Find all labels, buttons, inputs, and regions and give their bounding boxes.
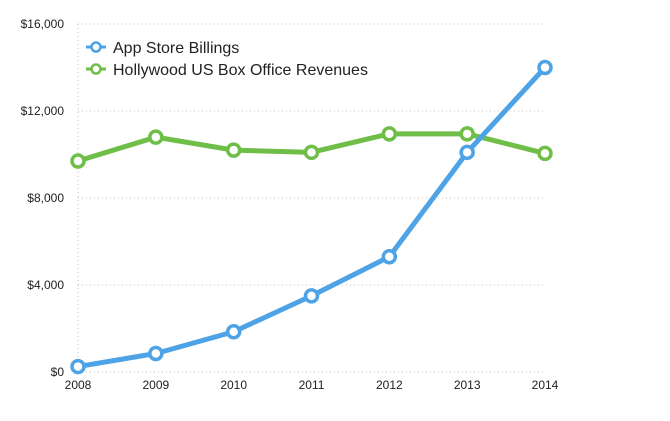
- x-axis-tick-labels: 2008 2009 2010 2011 2012 2013 2014: [65, 378, 559, 392]
- data-point: [381, 248, 398, 265]
- x-tick-label: 2009: [142, 378, 169, 392]
- data-point: [70, 153, 86, 169]
- legend-label: Hollywood US Box Office Revenues: [113, 62, 368, 79]
- y-tick-label: $8,000: [27, 191, 64, 205]
- legend-label: App Store Billings: [113, 40, 239, 57]
- data-point: [537, 59, 553, 76]
- data-point: [303, 144, 320, 161]
- legend-swatch-marker: [90, 41, 102, 53]
- x-tick-label: 2012: [376, 378, 403, 392]
- data-point: [225, 142, 242, 158]
- legend-swatch-marker: [90, 63, 102, 75]
- x-tick-label: 2011: [299, 378, 325, 392]
- data-point: [459, 144, 475, 161]
- x-tick-label: 2010: [220, 378, 247, 392]
- series-lines: [70, 59, 553, 375]
- y-tick-label: $16,000: [21, 17, 65, 31]
- legend: App Store Billings Hollywood US Box Offic…: [86, 40, 368, 79]
- y-tick-label: $4,000: [27, 278, 64, 292]
- y-tick-label: $12,000: [21, 104, 65, 118]
- y-axis-tick-labels: $0 $4,000 $8,000 $12,000 $16,000: [21, 17, 65, 379]
- x-tick-label: 2008: [65, 378, 92, 392]
- data-point: [70, 358, 86, 375]
- data-point: [537, 145, 553, 162]
- data-point: [381, 126, 398, 142]
- series-line: [75, 65, 548, 370]
- x-tick-label: 2014: [532, 378, 559, 392]
- data-point: [148, 129, 164, 145]
- data-point: [225, 324, 242, 340]
- data-point: [303, 288, 320, 304]
- data-point: [148, 345, 164, 362]
- data-point: [459, 126, 475, 142]
- x-tick-label: 2013: [454, 378, 481, 392]
- y-tick-label: $0: [51, 365, 65, 379]
